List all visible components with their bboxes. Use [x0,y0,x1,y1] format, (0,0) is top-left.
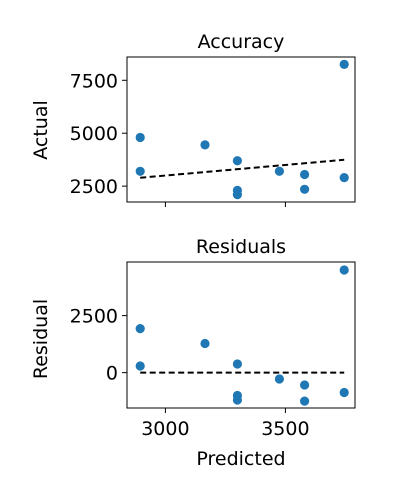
accuracy-y-tick-label: 7500 [70,70,118,92]
accuracy-reference-line [140,158,345,179]
accuracy-marks [135,59,349,200]
accuracy-data-point [300,184,310,194]
accuracy-data-point [300,169,310,180]
accuracy-data-point [232,156,242,166]
residuals-data-point [135,361,145,371]
accuracy-title: Accuracy [198,31,285,53]
residuals-ticks: 0 2500 3000 3500 [70,306,310,440]
accuracy-data-point [339,173,349,183]
residuals-x-axis-label: Predicted [196,448,285,470]
accuracy-plot-area [126,56,356,203]
residuals-data-point [135,324,145,334]
residuals-data-point [300,380,310,390]
residuals-data-point [200,338,210,349]
residuals-y-tick-label: 2500 [70,306,118,328]
accuracy-data-point [135,166,145,176]
accuracy-panel: Accuracy Actual 2500 5000 7500 [30,31,356,207]
accuracy-ticks: 2500 5000 7500 [70,70,286,207]
accuracy-y-axis-label: Actual [30,100,52,160]
residuals-data-point [339,265,349,275]
residuals-marks [135,265,349,406]
residuals-x-tick-label: 3500 [261,418,309,440]
residuals-data-point [232,395,242,405]
residuals-y-tick-label: 0 [106,363,118,385]
residuals-plot-area [126,261,356,409]
accuracy-data-point [135,132,145,143]
residuals-title: Residuals [196,236,286,258]
residuals-data-point [232,359,242,369]
accuracy-data-point [200,140,210,150]
accuracy-data-point [232,189,242,200]
accuracy-y-tick-label: 5000 [70,123,118,145]
accuracy-y-tick-label: 2500 [70,176,118,198]
residuals-y-axis-label: Residual [30,299,52,379]
residuals-panel: Residuals Residual 0 2500 3000 3500 Predict… [30,236,356,470]
residuals-x-tick-label: 3000 [141,418,189,440]
residuals-data-point [339,387,349,398]
residuals-data-point [274,374,284,384]
accuracy-data-point [274,166,284,176]
accuracy-data-point [339,59,349,70]
residuals-data-point [300,396,310,406]
